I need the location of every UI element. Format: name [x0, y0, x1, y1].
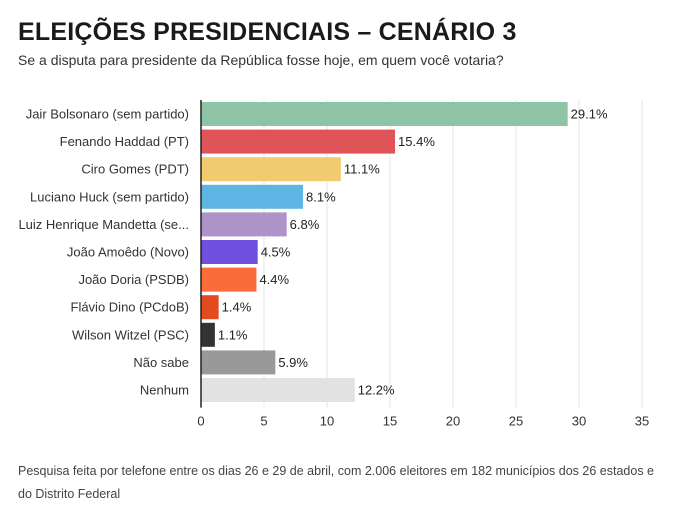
bar — [201, 102, 568, 126]
bar — [201, 157, 341, 182]
chart-subtitle: Se a disputa para presidente da Repúblic… — [18, 52, 504, 68]
value-label: 1.1% — [218, 327, 248, 342]
x-tick-label: 5 — [260, 414, 267, 429]
value-label: 11.1% — [344, 162, 380, 177]
bar — [201, 322, 215, 347]
value-labels: 29.1% 15.4% 11.1% 8.1% 6.8% 4.5% 4.4% 1.4% 1.1% 5… — [218, 107, 608, 398]
footnote: Pesquisa feita por telefone entre os dia… — [18, 464, 654, 501]
x-tick-label: 10 — [320, 414, 334, 429]
bar — [201, 212, 287, 237]
bar — [201, 267, 257, 292]
value-label: 1.4% — [222, 300, 252, 315]
value-label: 6.8% — [290, 217, 320, 232]
value-label: 4.5% — [261, 245, 291, 260]
value-label: 12.2% — [358, 383, 395, 398]
bar — [201, 295, 219, 320]
value-label: 4.4% — [259, 272, 289, 287]
bar — [201, 240, 258, 264]
category-label: Jair Bolsonaro (sem partido) — [26, 107, 189, 122]
x-tick-label: 0 — [197, 414, 204, 429]
category-label: João Doria (PSDB) — [78, 272, 189, 287]
x-tick-label: 30 — [572, 414, 586, 429]
category-label: Ciro Gomes (PDT) — [81, 162, 189, 177]
bars — [201, 102, 568, 402]
bar — [201, 184, 304, 209]
x-tick-label: 25 — [509, 414, 523, 429]
value-label: 15.4% — [398, 134, 435, 149]
bar-chart: Jair Bolsonaro (sem partido) Fenando Hadd… — [18, 100, 649, 429]
category-label: Fenando Haddad (PT) — [60, 134, 189, 149]
x-tick-label: 20 — [446, 414, 460, 429]
category-label: Flávio Dino (PCdoB) — [71, 300, 190, 315]
x-tick-label: 35 — [635, 414, 649, 429]
category-label: Luciano Huck (sem partido) — [30, 189, 189, 204]
category-label: Não sabe — [133, 355, 189, 370]
category-label: Wilson Witzel (PSC) — [72, 327, 189, 342]
value-label: 5.9% — [278, 355, 308, 370]
bar — [201, 350, 276, 375]
x-tick-label: 15 — [383, 414, 397, 429]
category-label: Luiz Henrique Mandetta (se... — [18, 217, 189, 232]
category-labels: Jair Bolsonaro (sem partido) Fenando Hadd… — [18, 107, 189, 398]
chart-title: ELEIÇÕES PRESIDENCIAIS – CENÁRIO 3 — [18, 18, 517, 46]
bar — [201, 378, 355, 402]
bar — [201, 129, 396, 154]
category-label: Nenhum — [140, 383, 189, 398]
value-label: 8.1% — [306, 189, 336, 204]
x-axis-ticks: 0 5 10 15 20 25 30 35 — [197, 414, 649, 429]
category-label: João Amoêdo (Novo) — [67, 245, 189, 260]
value-label: 29.1% — [571, 107, 608, 122]
